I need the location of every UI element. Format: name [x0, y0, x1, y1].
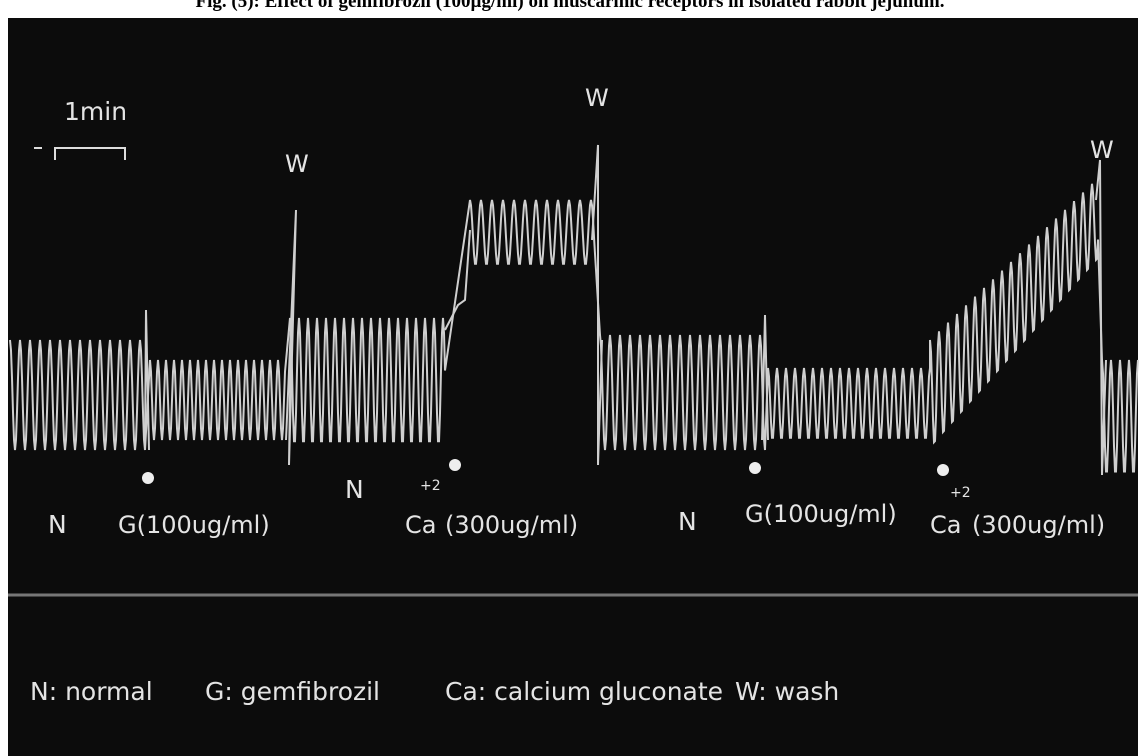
kymograph-trace — [9, 144, 1139, 476]
legend-entry: G: gemfibrozil — [205, 677, 380, 706]
normal-label: N — [48, 510, 67, 539]
gemfibrozil-label: G(100ug/ml) — [745, 500, 897, 528]
trace-line — [9, 183, 1139, 473]
scale-bar — [54, 147, 126, 160]
marker-dot — [749, 462, 761, 474]
gemfibrozil-label: G(100ug/ml) — [118, 511, 270, 539]
normal-label: N — [345, 475, 364, 504]
marker-dot — [937, 464, 949, 476]
wash-label: W — [1090, 136, 1114, 164]
figure-caption: Fig. (5): Effect of gemfibrozil (100µg/m… — [195, 0, 945, 12]
trace-line — [144, 309, 150, 451]
trace-line — [444, 229, 471, 331]
legend-entry: W: wash — [735, 677, 839, 706]
scale-bar-label: 1min — [64, 97, 127, 126]
trace-line — [285, 209, 297, 466]
normal-label: N — [678, 507, 697, 536]
addition-markers — [142, 459, 949, 484]
marker-dot — [142, 472, 154, 484]
calcium-dose: (300ug/ml) — [445, 511, 578, 539]
marker-dot — [449, 459, 461, 471]
legend-entry: Ca: calcium gluconate — [445, 677, 723, 706]
legend-entry: N: normal — [30, 677, 153, 706]
calcium-charge: +2 — [950, 485, 971, 501]
calcium-dose: (300ug/ml) — [972, 511, 1105, 539]
wash-label: W — [585, 84, 609, 112]
trace-line — [591, 144, 603, 466]
calcium-ion: Ca — [405, 511, 436, 539]
calcium-charge: +2 — [420, 478, 441, 494]
calcium-ion: Ca — [930, 511, 961, 539]
trace-line — [761, 314, 769, 441]
wash-label: W — [285, 150, 309, 178]
trace-line — [1095, 159, 1107, 476]
